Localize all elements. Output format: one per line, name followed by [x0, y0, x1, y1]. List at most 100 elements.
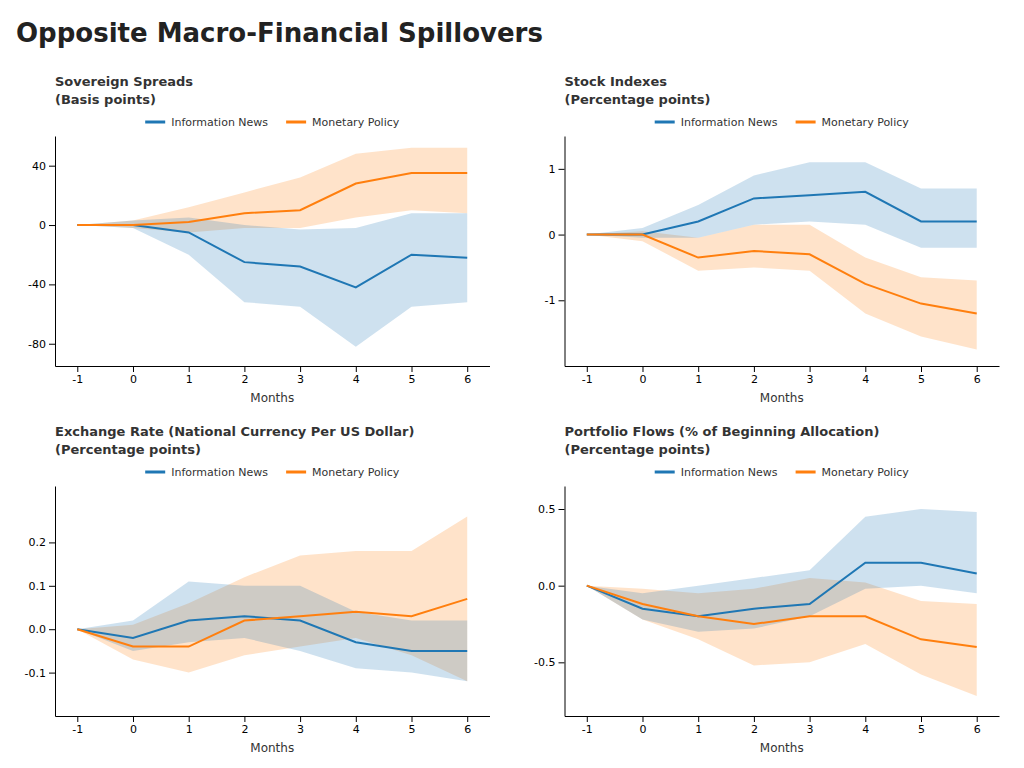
tick-label: 1 — [186, 373, 193, 386]
tick-label: 6 — [974, 373, 981, 386]
tick-label: 6 — [974, 723, 981, 736]
tick: 3 — [297, 366, 304, 386]
panel-title: Exchange Rate (National Currency Per US … — [55, 424, 414, 439]
band — [77, 213, 467, 347]
tick-mark — [244, 366, 245, 372]
marks — [77, 148, 467, 347]
legend-item: Monetary Policy — [796, 116, 910, 129]
legend-swatch — [655, 471, 675, 474]
tick: -80 — [28, 338, 55, 351]
tick-mark — [559, 235, 565, 236]
tick: 4 — [353, 366, 360, 386]
tick: 6 — [464, 716, 471, 736]
legend-item: Information News — [145, 116, 268, 129]
tick: 5 — [918, 366, 925, 386]
tick-label: -80 — [28, 338, 46, 351]
tick-mark — [810, 366, 811, 372]
tick: 4 — [353, 716, 360, 736]
tick: 1 — [186, 716, 193, 736]
tick-mark — [356, 366, 357, 372]
legend-label: Information News — [681, 466, 778, 479]
tick-label: 2 — [241, 723, 248, 736]
axis-line — [565, 716, 1000, 717]
tick-mark — [642, 366, 643, 372]
panel-title: Portfolio Flows (% of Beginning Allocati… — [565, 424, 880, 439]
tick-label: 3 — [807, 723, 814, 736]
tick: 1 — [186, 366, 193, 386]
band — [77, 516, 467, 681]
tick-label: 1 — [695, 373, 702, 386]
axis-line — [56, 716, 491, 717]
tick-label: 1 — [186, 723, 193, 736]
tick-label: 0.0 — [538, 580, 556, 593]
legend-swatch — [286, 471, 306, 474]
x-axis-title: Months — [760, 391, 804, 405]
tick-mark — [300, 366, 301, 372]
tick-label: 2 — [751, 373, 758, 386]
tick-label: 5 — [918, 723, 925, 736]
tick-mark — [865, 366, 866, 372]
tick-label: 2 — [241, 373, 248, 386]
tick-label: 5 — [918, 373, 925, 386]
tick: -1 — [582, 366, 593, 386]
legend: Information News Monetary Policy — [655, 116, 910, 129]
plot: -10123456-0.50.00.5Months — [534, 487, 999, 756]
marks — [77, 516, 467, 681]
tick-mark — [865, 716, 866, 722]
title: Opposite Macro-Financial Spillovers — [16, 18, 543, 48]
y-axis: -0.50.00.5 — [534, 487, 565, 717]
tick: 6 — [464, 366, 471, 386]
plot: -10123456-0.10.00.10.2Months — [25, 487, 490, 756]
marks — [587, 162, 977, 349]
y-axis: -101 — [545, 137, 565, 367]
tick-mark — [698, 366, 699, 372]
x-axis: -10123456 — [565, 716, 1000, 736]
tick-label: -40 — [28, 278, 46, 291]
tick: 3 — [297, 716, 304, 736]
tick-label: 0 — [39, 219, 46, 232]
legend-item: Monetary Policy — [286, 116, 400, 129]
tick-label: 4 — [862, 373, 869, 386]
tick-mark — [49, 284, 55, 285]
tick-label: -1 — [582, 373, 593, 386]
tick: 2 — [751, 716, 758, 736]
axis-line — [565, 137, 566, 367]
tick-mark — [642, 716, 643, 722]
tick-mark — [559, 300, 565, 301]
panel: Sovereign Spreads (Basis points) Informati… — [55, 74, 400, 129]
panel: Exchange Rate (National Currency Per US … — [55, 424, 414, 479]
panel-subtitle: (Percentage points) — [55, 442, 201, 457]
tick-label: 3 — [807, 373, 814, 386]
legend: Information NewsMonetary Policy — [145, 466, 400, 479]
tick: -40 — [28, 278, 55, 291]
axis-line — [56, 366, 491, 367]
tick-mark — [412, 716, 413, 722]
tick: 5 — [409, 366, 416, 386]
tick-label: 0 — [130, 723, 137, 736]
tick: -1 — [72, 716, 83, 736]
line — [587, 563, 977, 617]
tick-mark — [587, 716, 588, 722]
panel-subtitle: (Basis points) — [55, 92, 156, 107]
panel-title: Sovereign Spreads — [55, 74, 193, 89]
legend-label: Monetary Policy — [312, 466, 400, 479]
legend-label: Information News — [171, 116, 268, 129]
legend-swatch — [796, 121, 816, 124]
tick: 0 — [639, 366, 646, 386]
line — [77, 225, 467, 287]
legend-label: Monetary Policy — [312, 116, 400, 129]
line — [587, 235, 977, 314]
panel: Portfolio Flows (% of Beginning Allocati… — [565, 424, 910, 479]
tick-mark — [559, 169, 565, 170]
tick: 0 — [130, 366, 137, 386]
legend-label: Information News — [681, 116, 778, 129]
tick-label: 6 — [464, 373, 471, 386]
x-axis: -10123456 — [56, 366, 491, 386]
axis-line — [55, 487, 56, 717]
tick-label: -1 — [545, 294, 556, 307]
tick-label: 2 — [751, 723, 758, 736]
x-axis: -1 0 1 2 3 4 5 6 — [565, 366, 1000, 386]
marks — [587, 509, 977, 696]
tick: 0.5 — [538, 503, 565, 516]
tick-mark — [412, 366, 413, 372]
